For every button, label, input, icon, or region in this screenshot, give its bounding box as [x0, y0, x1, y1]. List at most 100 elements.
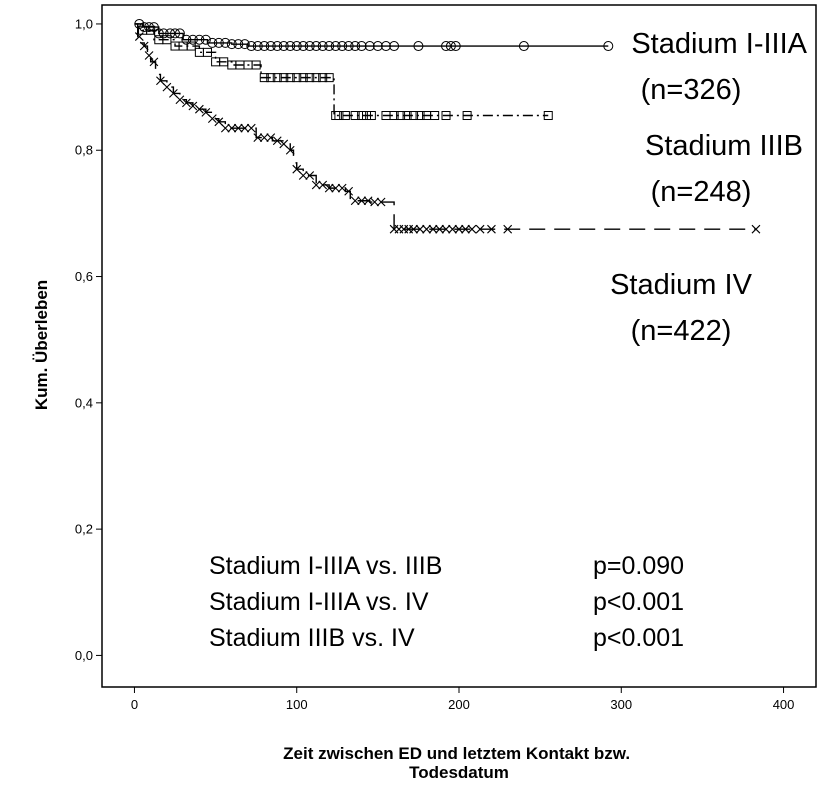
censor-marker: [350, 41, 361, 52]
censor-marker: [251, 60, 261, 70]
censor-marker: [324, 183, 334, 193]
censor-marker: [259, 73, 269, 83]
censor-marker: [376, 197, 386, 207]
censor-marker: [175, 95, 185, 105]
censor-marker: [279, 73, 289, 83]
censor-marker: [331, 183, 341, 193]
censor-marker: [543, 111, 553, 121]
censor-marker: [389, 41, 400, 52]
x-tick-label: 300: [610, 697, 632, 712]
censor-marker: [259, 133, 269, 142]
censor-marker: [467, 224, 477, 234]
censor-marker: [364, 41, 375, 52]
censor-marker: [356, 41, 367, 52]
censor-marker: [285, 145, 295, 155]
y-tick-label: 1,0: [75, 16, 93, 31]
censor-marker: [389, 111, 399, 121]
series-name: Stadium I-IIIA: [631, 28, 807, 60]
censor-marker: [272, 41, 283, 52]
censor-marker: [402, 111, 412, 121]
censor-marker: [366, 111, 376, 121]
censor-marker: [350, 196, 360, 206]
plot-area: [101, 4, 817, 688]
censor-marker: [194, 104, 204, 114]
censor-marker: [357, 111, 367, 121]
series-count: (n=422): [631, 315, 732, 347]
censor-marker: [194, 34, 205, 45]
censor-marker: [751, 224, 761, 234]
censor-marker: [311, 41, 322, 52]
stat-p-value: p<0.001: [593, 588, 684, 616]
censor-marker: [233, 39, 244, 50]
censor-marker: [441, 41, 452, 52]
censor-marker: [226, 39, 237, 50]
y-tick-label: 0,0: [75, 648, 93, 663]
x-axis-title-line-2: Todesdatum: [409, 763, 509, 782]
censor-marker: [304, 41, 315, 52]
censor-marker: [252, 41, 263, 52]
censor-marker: [246, 123, 256, 133]
censor-marker: [188, 101, 198, 111]
censor-marker: [448, 224, 457, 234]
censor-marker: [461, 224, 470, 234]
censor-marker: [265, 41, 276, 52]
censor-marker: [144, 51, 154, 60]
censor-marker: [475, 224, 485, 234]
censor-marker: [430, 111, 440, 121]
censor-marker: [165, 28, 176, 39]
censor-marker: [396, 111, 406, 121]
censor-marker: [409, 111, 419, 121]
censor-marker: [202, 47, 212, 57]
censor-marker: [240, 123, 250, 133]
censor-marker: [162, 35, 172, 45]
series-iv: [134, 23, 761, 234]
censor-marker: [134, 32, 144, 41]
series-count: (n=248): [651, 176, 752, 208]
censor-marker: [311, 73, 321, 83]
censor-marker: [415, 111, 425, 121]
censor-marker: [139, 22, 150, 33]
series-i-iiia: [134, 18, 614, 52]
censor-marker: [220, 123, 230, 133]
censor-marker: [441, 224, 451, 234]
stat-label: Stadium IIIB vs. IV: [209, 624, 415, 652]
censor-marker: [318, 180, 328, 190]
censor-marker: [285, 73, 295, 83]
censor-marker: [259, 41, 270, 52]
censor-marker: [324, 73, 334, 83]
censor-marker: [207, 37, 218, 48]
censor-marker: [139, 41, 149, 51]
censor-marker: [227, 123, 237, 133]
censor-marker: [233, 123, 243, 133]
censor-marker: [170, 28, 181, 39]
stat-p-value: p=0.090: [593, 552, 684, 580]
series-line: [134, 23, 756, 230]
series-label-iv: Stadium IV (n=422): [610, 269, 752, 347]
censor-marker: [372, 41, 383, 52]
y-tick-label: 0,4: [75, 395, 93, 410]
censor-marker: [454, 224, 464, 234]
censor-marker: [445, 41, 456, 52]
censor-marker: [305, 171, 315, 180]
series-label-i-iiia: Stadium I-IIIA (n=326): [631, 28, 807, 106]
censor-marker: [340, 111, 350, 121]
censor-marker: [158, 28, 169, 39]
censor-marker: [450, 41, 461, 52]
stat-label: Stadium I-IIIA vs. IV: [209, 588, 429, 616]
censor-marker: [462, 111, 472, 121]
series-line: [134, 23, 549, 117]
censor-marker: [422, 224, 431, 234]
censor-marker: [220, 37, 231, 48]
censor-marker: [334, 111, 344, 121]
censor-marker: [272, 73, 282, 83]
censor-marker: [181, 34, 192, 45]
censor-marker: [362, 111, 372, 121]
censor-marker: [441, 111, 451, 121]
stat-p-value: p<0.001: [593, 624, 684, 652]
censor-marker: [144, 22, 155, 33]
censor-marker: [181, 98, 191, 108]
censor-marker: [311, 180, 321, 190]
censor-marker: [370, 197, 380, 207]
series-name: Stadium IIIB: [645, 130, 803, 162]
censor-marker: [207, 114, 217, 124]
